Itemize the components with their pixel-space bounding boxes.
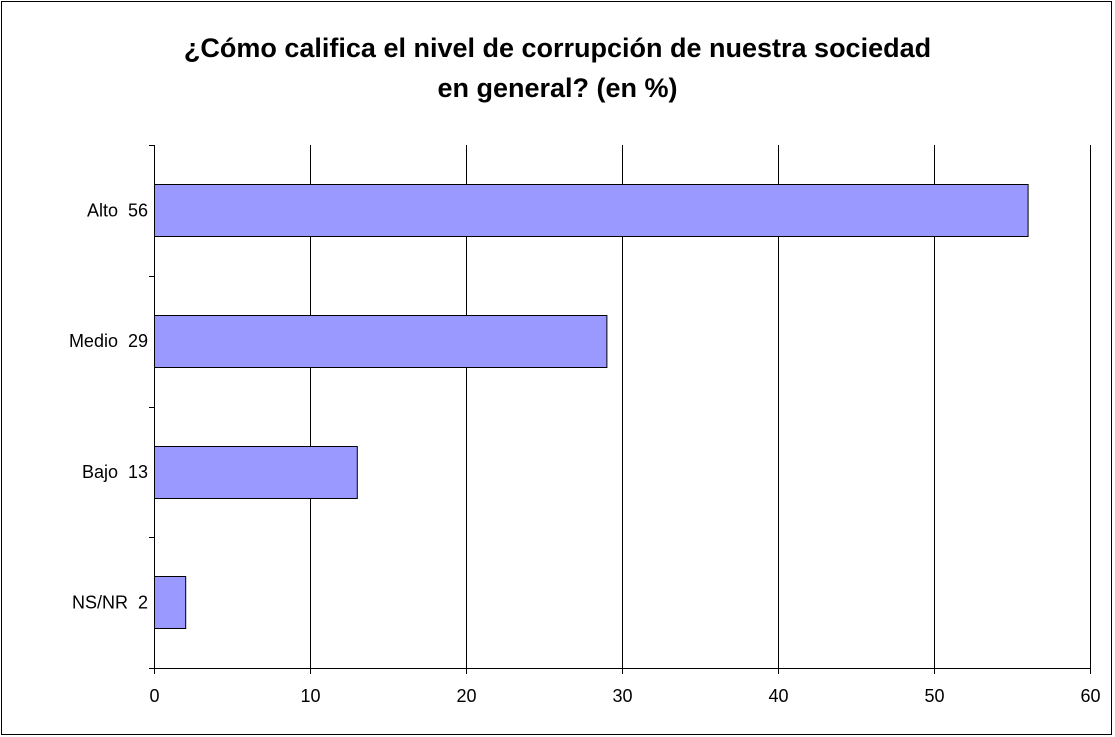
chart-title-line-1: ¿Cómo califica el nivel de corrupción de… [183,33,932,63]
x-tick-label-50: 50 [924,686,944,706]
x-tick-label-60: 60 [1080,686,1100,706]
bar-0 [154,184,1029,237]
x-tick-label-20: 20 [456,686,476,706]
y-category-label-2: Bajo 13 [82,462,148,482]
bar-3 [154,576,187,629]
x-tick-label-40: 40 [768,686,788,706]
axes [149,145,1091,674]
x-tick-label-30: 30 [612,686,632,706]
x-tick-label-10: 10 [300,686,320,706]
tick-labels: 0 10 20 30 40 50 60 Alto 56 Medio 29 Bajo 13 NS/NR… [69,200,1101,706]
bars [154,184,1029,629]
bar-2 [154,446,358,499]
y-category-label-0: Alto 56 [87,200,148,220]
y-category-label-3: NS/NR 2 [72,593,148,613]
x-tick-label-0: 0 [149,686,159,706]
chart-title-line-2: en general? (en %) [437,73,678,103]
chart-title: ¿Cómo califica el nivel de corrupción de… [0,28,1115,108]
y-category-label-1: Medio 29 [69,331,148,351]
bar-1 [154,315,608,368]
